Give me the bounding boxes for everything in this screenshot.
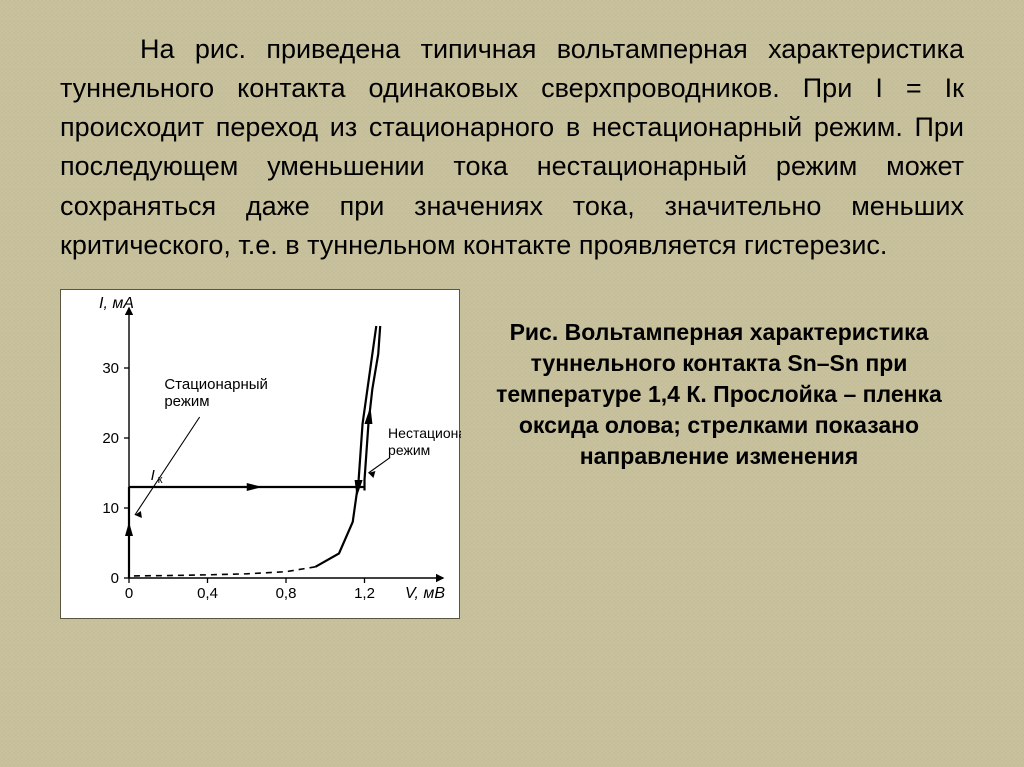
svg-text:20: 20 [102,430,119,447]
main-paragraph: На рис. приведена типичная вольтамперная… [60,30,964,265]
svg-text:0,8: 0,8 [276,585,297,602]
svg-text:I, мА: I, мА [99,295,134,312]
figure-caption: Рис. Вольтамперная характеристика туннел… [484,289,964,472]
svg-text:0: 0 [125,585,133,602]
svg-text:0,4: 0,4 [197,585,218,602]
svg-text:Стационарный: Стационарный [164,376,268,393]
svg-text:0: 0 [111,570,119,587]
svg-text:1,2: 1,2 [354,585,375,602]
svg-text:Нестационарный: Нестационарный [388,425,461,441]
svg-text:10: 10 [102,500,119,517]
svg-text:I: I [151,467,155,484]
svg-text:режим: режим [164,393,209,410]
iv-chart: 010203000,40,81,2I, мАV, мВIкСтационарны… [60,289,460,619]
svg-text:30: 30 [102,360,119,377]
svg-text:V, мВ: V, мВ [405,585,445,602]
lower-section: 010203000,40,81,2I, мАV, мВIкСтационарны… [60,289,964,619]
svg-text:режим: режим [388,442,430,458]
